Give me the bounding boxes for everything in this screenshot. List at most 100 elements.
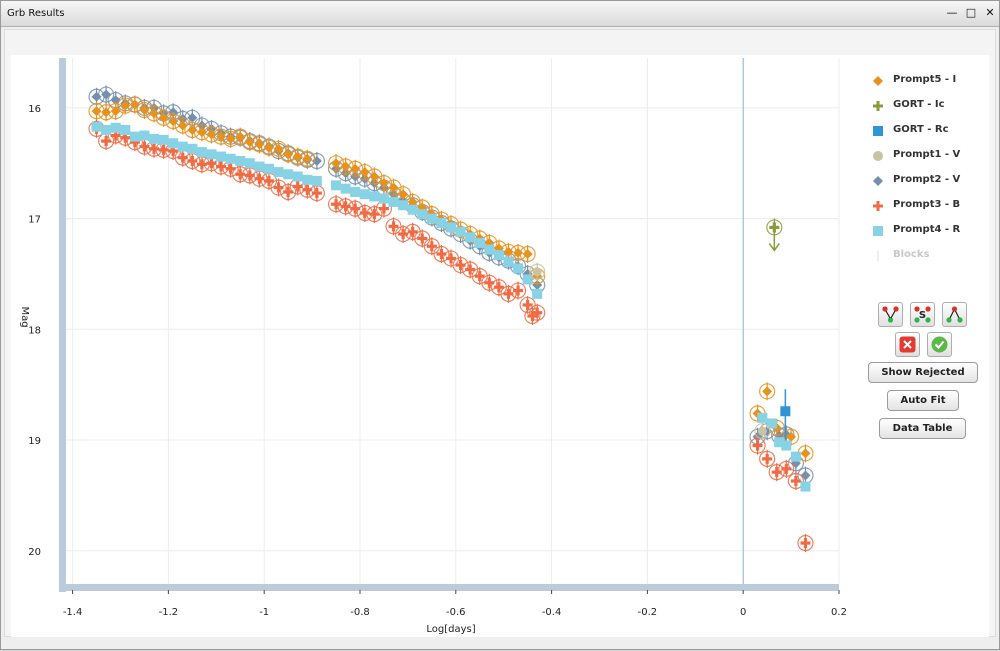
reject-accept-row bbox=[895, 332, 952, 357]
data-point bbox=[481, 273, 498, 292]
data-point bbox=[519, 245, 536, 264]
x-tick-label: -0.8 bbox=[350, 607, 370, 618]
data-point bbox=[433, 245, 450, 264]
data-point bbox=[280, 182, 297, 201]
data-point bbox=[308, 184, 325, 203]
legend-label: Prompt3 - B bbox=[893, 199, 961, 210]
data-point bbox=[529, 303, 546, 322]
data-point bbox=[509, 281, 527, 300]
data-point bbox=[787, 472, 804, 491]
fit-break-up-button[interactable] bbox=[942, 302, 967, 327]
data-point bbox=[337, 197, 354, 216]
data-point bbox=[263, 163, 274, 174]
legend-item[interactable]: Prompt5 - I bbox=[869, 71, 989, 96]
square-icon bbox=[873, 226, 883, 236]
x-tick-label: 0.2 bbox=[831, 607, 847, 618]
data-point bbox=[436, 217, 447, 228]
minimize-icon[interactable]: — bbox=[946, 6, 958, 19]
data-point bbox=[337, 157, 354, 176]
x-axis-bar bbox=[59, 584, 839, 591]
legend-item[interactable]: Prompt1 - V bbox=[869, 146, 989, 171]
data-point bbox=[299, 149, 316, 168]
data-point bbox=[187, 143, 198, 154]
x-tick-label: -1 bbox=[259, 607, 269, 618]
data-point bbox=[347, 199, 364, 218]
data-point bbox=[500, 284, 517, 303]
data-point bbox=[522, 274, 533, 285]
data-point bbox=[193, 123, 211, 142]
legend: Prompt5 - I GORT - Ic GORT - Rc Prompt1 - V… bbox=[869, 71, 989, 271]
legend-item[interactable]: Blocks bbox=[869, 246, 989, 271]
legend-item[interactable]: GORT - Ic bbox=[869, 96, 989, 121]
x-tick-label: -0.6 bbox=[446, 607, 466, 618]
x-axis-label: Log[days] bbox=[426, 624, 475, 635]
data-point bbox=[524, 307, 541, 326]
data-point bbox=[768, 463, 785, 482]
data-point bbox=[474, 237, 485, 248]
data-point bbox=[452, 256, 469, 275]
data-point bbox=[302, 174, 313, 185]
data-point bbox=[308, 151, 325, 170]
data-point bbox=[292, 171, 303, 182]
data-points bbox=[88, 85, 814, 553]
data-point bbox=[417, 209, 428, 220]
svg-text:S: S bbox=[919, 310, 926, 321]
reject-icon bbox=[899, 336, 916, 353]
data-point bbox=[196, 147, 207, 158]
fit-select-icon: S bbox=[914, 306, 931, 323]
x-tick-label: -0.2 bbox=[638, 607, 658, 618]
data-point bbox=[426, 213, 437, 224]
data-point bbox=[177, 141, 188, 152]
fit-break-up-icon bbox=[946, 306, 963, 323]
y-tick-label: 16 bbox=[28, 104, 41, 115]
data-point bbox=[206, 149, 217, 160]
data-point bbox=[778, 459, 795, 478]
y-axis-label: Mag bbox=[19, 306, 30, 327]
data-point bbox=[749, 436, 766, 455]
reject-button[interactable] bbox=[895, 332, 920, 357]
data-point bbox=[493, 250, 504, 261]
data-point bbox=[359, 189, 370, 200]
show-rejected-button[interactable]: Show Rejected bbox=[868, 362, 978, 383]
data-point bbox=[759, 449, 776, 468]
data-point bbox=[331, 180, 342, 191]
data-point bbox=[446, 222, 456, 233]
fit-break-down-button[interactable] bbox=[878, 302, 903, 327]
legend-label: Prompt1 - V bbox=[893, 149, 961, 160]
maximize-icon[interactable]: □ bbox=[965, 6, 977, 19]
x-tick-label: -0.4 bbox=[542, 607, 562, 618]
y-axis-bar bbox=[59, 58, 66, 592]
data-table-button[interactable]: Data Table bbox=[879, 418, 966, 439]
upper-limit-marker bbox=[768, 227, 780, 252]
data-point bbox=[503, 256, 514, 267]
legend-item[interactable]: Prompt4 - R bbox=[869, 221, 989, 246]
x-axis-ticks: -1.4 -1.2 -1 -0.8 -0.6 -0.4 -0.2 0 0.2 bbox=[63, 590, 847, 618]
auto-fit-button[interactable]: Auto Fit bbox=[887, 390, 959, 411]
legend-item[interactable]: GORT - Rc bbox=[869, 121, 989, 146]
data-point bbox=[158, 134, 169, 145]
data-point bbox=[120, 124, 131, 135]
data-point bbox=[126, 95, 143, 114]
data-point bbox=[759, 382, 776, 401]
x-tick-label: -1.2 bbox=[159, 607, 179, 618]
legend-item[interactable]: Prompt2 - V bbox=[869, 171, 989, 196]
window-title: Grb Results bbox=[7, 8, 65, 19]
legend-label: GORT - Rc bbox=[893, 124, 949, 135]
data-point bbox=[149, 133, 160, 144]
title-bar[interactable]: Grb Results — □ ✕ bbox=[1, 1, 999, 27]
accept-button[interactable] bbox=[927, 332, 952, 357]
legend-item[interactable]: Prompt3 - B bbox=[869, 196, 989, 221]
circle-icon bbox=[873, 151, 883, 161]
y-tick-label: 18 bbox=[28, 325, 41, 336]
data-point bbox=[394, 225, 412, 244]
data-point bbox=[532, 288, 543, 299]
close-icon[interactable]: ✕ bbox=[985, 6, 995, 19]
data-point bbox=[139, 130, 150, 141]
chart-axes bbox=[59, 58, 839, 592]
data-point bbox=[216, 151, 227, 162]
x-tick-label: 0 bbox=[740, 607, 746, 618]
blocks-icon bbox=[877, 251, 879, 261]
fit-select-button[interactable]: S bbox=[910, 302, 935, 327]
data-point bbox=[774, 437, 785, 448]
